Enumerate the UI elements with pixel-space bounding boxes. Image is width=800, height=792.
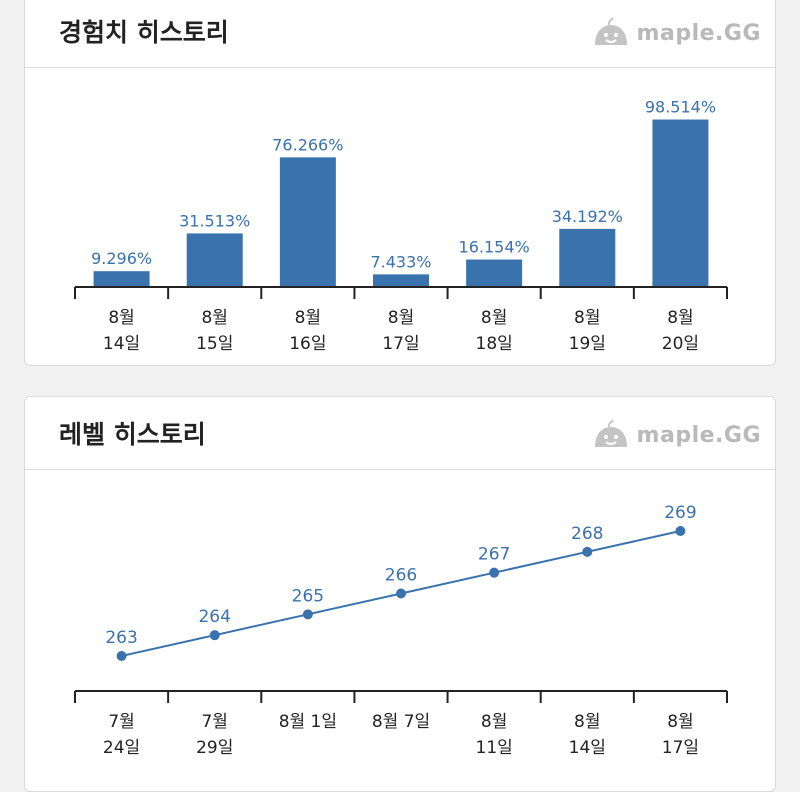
exp-bar	[279, 157, 336, 287]
exp-tick-label: 15일	[196, 334, 233, 354]
slime-icon	[594, 17, 627, 45]
logo-text: maple.GG	[636, 20, 761, 46]
level-tick-label: 8월 1일	[279, 712, 337, 732]
exp-tick-label: 8월	[574, 308, 600, 328]
exp-bar	[373, 274, 429, 287]
level-tick-label: 8월 7일	[372, 712, 430, 732]
logo-text: maple.GG	[636, 422, 761, 448]
exp-data-label: 7.433%	[370, 252, 431, 271]
level-point	[209, 630, 220, 641]
level-data-label: 269	[664, 503, 696, 523]
exp-bar	[93, 271, 150, 287]
level-tick-label: 8월	[481, 712, 507, 732]
exp-tick-label: 14일	[103, 334, 140, 354]
level-data-label: 265	[292, 586, 324, 606]
level-tick-label: 7월	[108, 712, 134, 732]
level-point	[489, 567, 500, 578]
maplegg-logo[interactable]: maple.GG	[591, 17, 761, 49]
level-history-card: 레벨 히스토리 maple.GG 7월 24일 7월 29일 8월 1일 8월 7일 8월 1…	[24, 396, 776, 792]
level-tick-label: 8월	[667, 712, 693, 732]
level-point	[116, 651, 127, 661]
maplegg-logo[interactable]: maple.GG	[591, 419, 761, 451]
exp-data-label: 76.266%	[272, 135, 343, 154]
exp-tick-label: 20일	[662, 334, 699, 354]
exp-bar-chart: 8월 14일 8월 15일 8월 16일 8월 17일 8월 18일 8월 19일 8월 20일 9.296…	[74, 98, 728, 354]
level-data-label: 266	[385, 566, 417, 586]
level-tick-label: 24일	[103, 738, 140, 758]
exp-tick-label: 18일	[476, 334, 513, 354]
level-data-label: 268	[571, 524, 603, 544]
exp-data-label: 34.192%	[552, 207, 623, 226]
exp-bar	[559, 228, 616, 287]
exp-tick-label: 8월	[667, 308, 693, 328]
level-card-title: 레벨 히스토리	[59, 420, 206, 449]
exp-tick-label: 8월	[201, 308, 227, 328]
exp-history-card: 경험치 히스토리 maple.GG 8월 14일 8월 15일 8월 16일 8월 17일 8월…	[24, 0, 776, 366]
level-data-label: 267	[478, 545, 510, 565]
exp-tick-label: 8월	[295, 308, 321, 328]
exp-data-label: 9.296%	[91, 249, 152, 268]
level-tick-label: 14일	[569, 738, 606, 758]
exp-data-label: 16.154%	[459, 238, 530, 257]
exp-bar	[466, 259, 523, 287]
exp-tick-label: 8월	[481, 308, 507, 328]
exp-tick-label: 17일	[382, 334, 419, 354]
exp-card-title: 경험치 히스토리	[59, 18, 229, 47]
exp-tick-label: 8월	[108, 308, 134, 328]
exp-bar	[652, 119, 709, 287]
level-tick-label: 7월	[201, 712, 227, 732]
level-data-label: 263	[105, 628, 137, 648]
level-tick-label: 17일	[662, 738, 699, 758]
level-point	[582, 546, 593, 557]
slime-icon	[594, 419, 627, 447]
exp-data-label: 31.513%	[179, 211, 250, 230]
level-tick-label: 11일	[476, 738, 513, 758]
level-line-chart: 7월 24일 7월 29일 8월 1일 8월 7일 8월 11일 8월 14일 8월 17일 263 26…	[74, 503, 728, 758]
level-tick-label: 29일	[196, 738, 233, 758]
exp-bar	[186, 233, 243, 287]
exp-tick-label: 8월	[388, 308, 414, 328]
exp-data-label: 98.514%	[645, 98, 716, 117]
level-card-header: 레벨 히스토리 maple.GG	[25, 397, 775, 470]
exp-card-header: 경험치 히스토리 maple.GG	[25, 0, 775, 68]
level-data-label: 264	[198, 607, 230, 627]
level-point	[302, 609, 313, 620]
level-tick-label: 8월	[574, 712, 600, 732]
level-point	[675, 526, 686, 536]
level-point	[396, 588, 406, 599]
exp-tick-label: 19일	[569, 334, 606, 354]
exp-tick-label: 16일	[289, 334, 326, 354]
